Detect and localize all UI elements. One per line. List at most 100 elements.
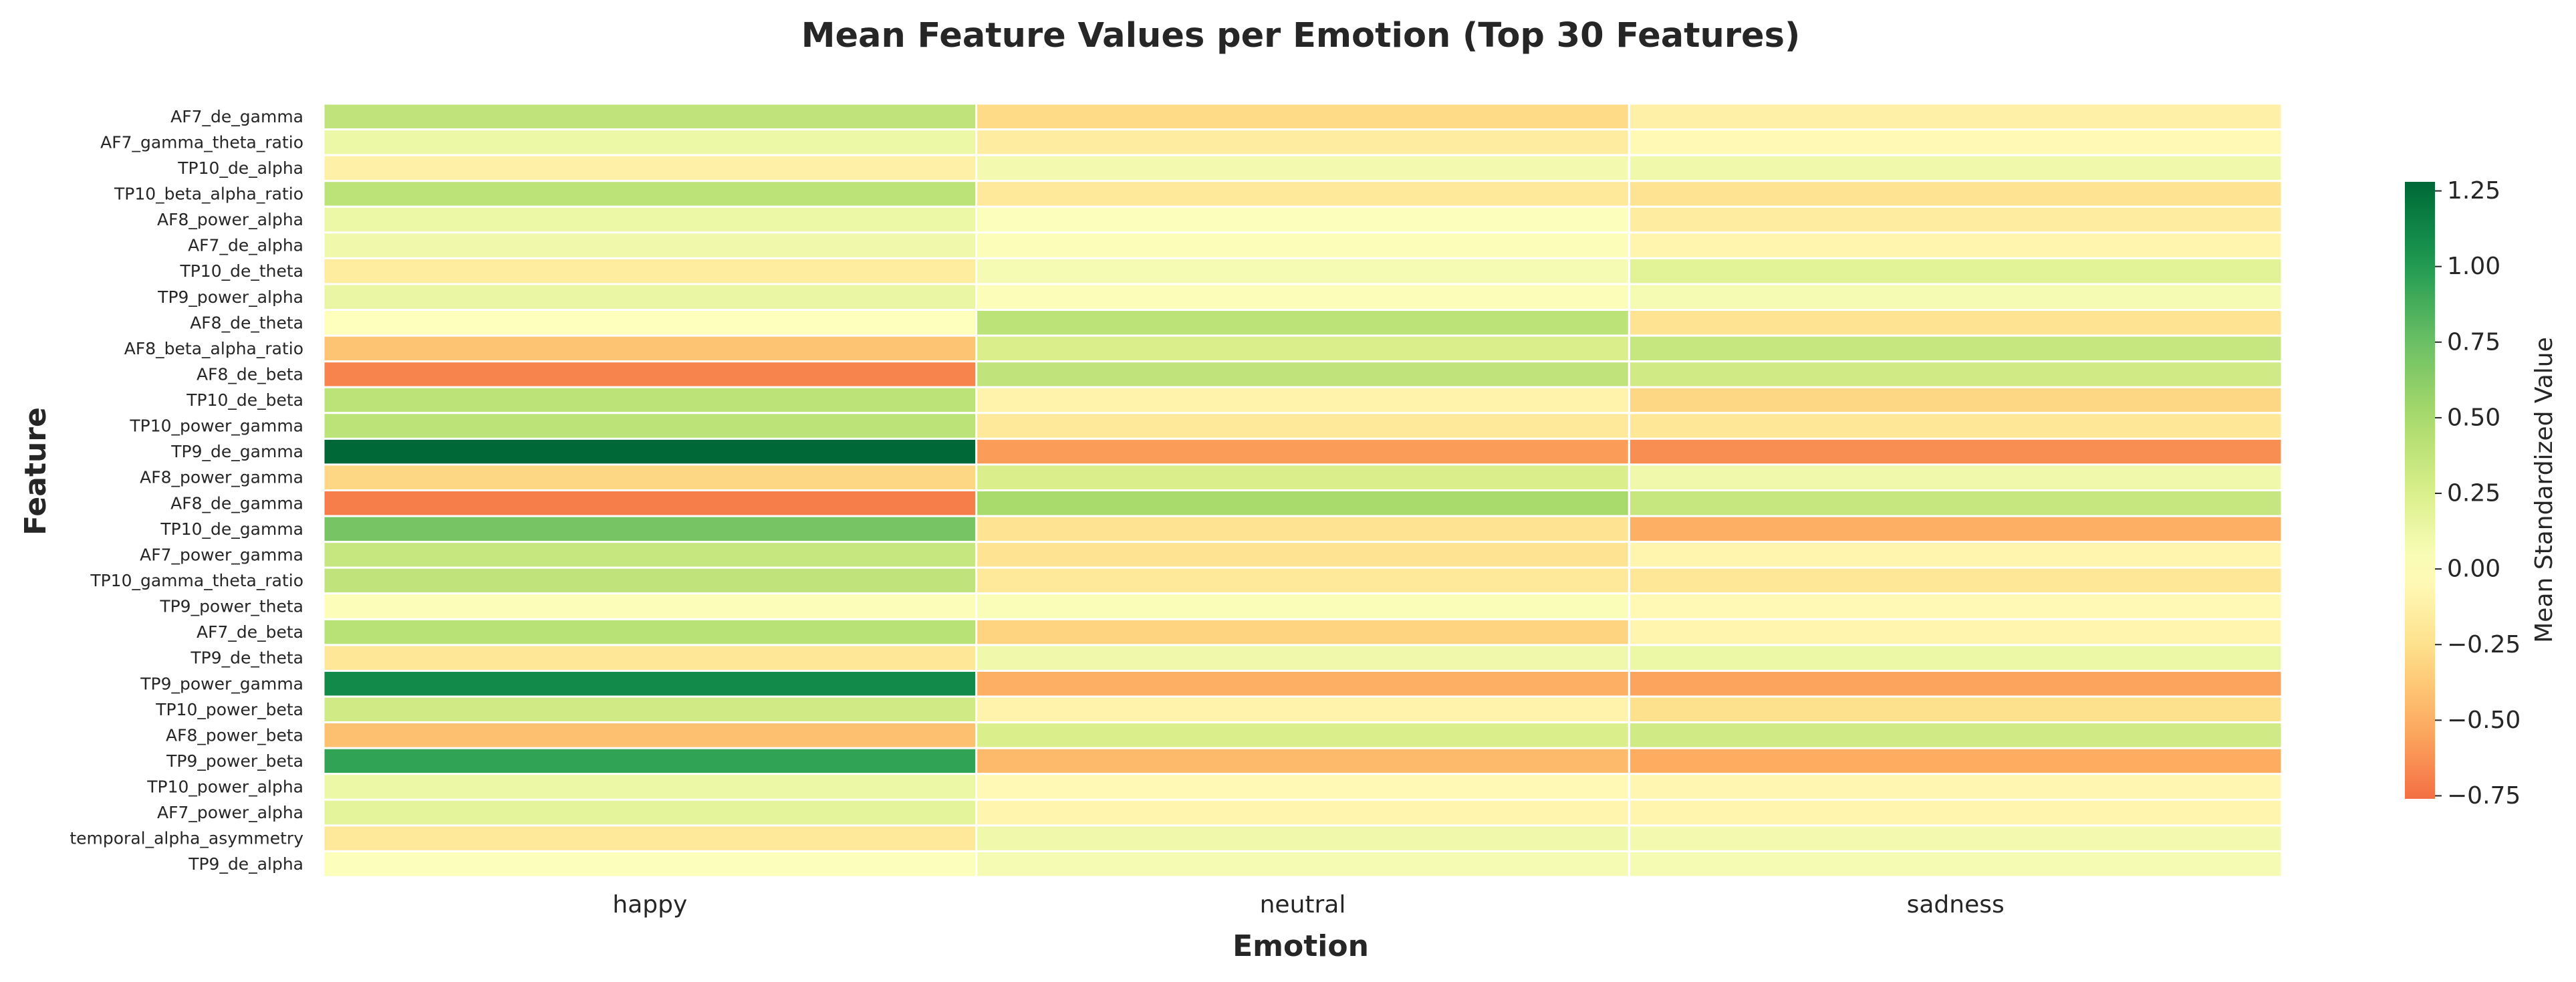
heatmap-cell [975,798,1630,827]
heatmap-cell [975,463,1630,492]
heatmap-cell [975,669,1630,698]
heatmap-cell [975,618,1630,646]
colorbar: 1.25 1.00 0.75 0.50 0.25 0.00 −0.25 −0.50 −0.75 [2405,177,2521,810]
heatmap-cell [322,257,978,285]
colorbar-scale [2405,182,2435,799]
heatmap-cell [975,128,1630,156]
heatmap-cell [1628,850,2283,878]
heatmap-cell [322,102,978,131]
heatmap-cell [322,205,978,234]
x-axis-label: Emotion [1233,929,1369,963]
heatmap-cell [1628,695,2283,724]
heatmap-cell [975,437,1630,466]
heatmap-cell [1628,386,2283,414]
heatmap-cell [1628,566,2283,595]
heatmap-cell [322,644,978,672]
colorbar-tick-label: 0.00 [2447,556,2500,583]
y-tick-label: AF8_beta_alpha_ratio [124,339,303,358]
heatmap-cell [1628,128,2283,156]
heatmap-cell [322,412,978,440]
y-tick-label: TP9_power_beta [166,751,303,771]
heatmap-cell [975,180,1630,208]
heatmap-cell [1628,515,2283,543]
heatmap-cell [1628,360,2283,388]
x-tick-label: sadness [1907,891,2005,918]
heatmap-cell [1628,154,2283,182]
colorbar-tick-label: 0.25 [2447,480,2500,507]
heatmap-cell [975,592,1630,620]
heatmap-cell [322,128,978,156]
heatmap-cell [322,437,978,466]
heatmap-cell [322,824,978,852]
heatmap-cell [975,283,1630,312]
y-tick-label: AF8_de_gamma [170,493,303,513]
heatmap-cell [322,180,978,208]
heatmap-cell [322,489,978,517]
heatmap-cell [1628,669,2283,698]
y-tick-label: TP10_power_alpha [146,777,303,797]
heatmap-cell [322,669,978,698]
colorbar-tick-label: 0.50 [2447,404,2500,431]
heatmap-cell [1628,180,2283,208]
heatmap-cell [322,541,978,569]
heatmap-cell [322,721,978,749]
heatmap-cell [975,231,1630,259]
y-tick-label: TP10_power_gamma [129,416,303,436]
heatmap-cell [975,205,1630,234]
y-tick-label: AF7_power_alpha [157,803,303,822]
colorbar-tick-label: −0.75 [2447,782,2521,810]
colorbar-tick-label: 0.75 [2447,328,2500,356]
heatmap-cell [1628,798,2283,827]
heatmap-cell [322,231,978,259]
colorbar-tick-label: −0.25 [2447,631,2521,658]
heatmap-cell [1628,412,2283,440]
heatmap-cell [975,334,1630,363]
heatmap-cell [975,695,1630,724]
heatmap-cell [975,773,1630,801]
heatmap-cell [975,541,1630,569]
heatmap-cell [975,102,1630,131]
y-tick-label: TP10_beta_alpha_ratio [114,184,303,203]
heatmap-cell [322,747,978,775]
x-tick-labels: happy neutral sadness [612,891,2004,918]
heatmap-cell [322,334,978,363]
heatmap-cell [1628,747,2283,775]
y-tick-label: TP10_gamma_theta_ratio [90,571,303,590]
heatmap-cell [975,850,1630,878]
y-tick-label: AF8_power_beta [166,725,303,745]
heatmap-cell [1628,721,2283,749]
heatmap-cell [322,850,978,878]
heatmap-cell [975,489,1630,517]
heatmap-cell [322,360,978,388]
heatmap-cell [975,515,1630,543]
y-tick-label: temporal_alpha_asymmetry [70,829,303,848]
colorbar-label: Mean Standardized Value [2531,337,2558,643]
heatmap-cell [322,154,978,182]
y-tick-label: AF8_power_alpha [157,210,303,229]
heatmap-cell [322,592,978,620]
y-tick-label: AF8_de_theta [190,313,303,332]
heatmap-cell [322,798,978,827]
heatmap-cell [1628,334,2283,363]
heatmap-cell [1628,257,2283,285]
y-tick-label: TP9_power_gamma [140,674,303,693]
y-tick-label: TP9_de_alpha [188,854,303,874]
heatmap-cell [322,773,978,801]
heatmap-cell [1628,283,2283,312]
chart-title: Mean Feature Values per Emotion (Top 30 … [801,16,1801,55]
heatmap-cell [1628,489,2283,517]
x-tick-label: happy [612,891,687,918]
heatmap-cell [1628,309,2283,337]
heatmap-cell [975,309,1630,337]
colorbar-tick-label: 1.25 [2447,177,2500,205]
y-tick-label: AF7_power_gamma [140,545,303,564]
heatmap-cell [1628,618,2283,646]
heatmap-cell [1628,102,2283,131]
y-tick-label: TP9_power_alpha [157,287,303,307]
heatmap-cell [1628,437,2283,466]
heatmap-cell [322,463,978,492]
y-tick-label: TP9_de_theta [190,648,303,668]
y-tick-label: TP10_de_alpha [177,158,303,178]
heatmap-cell [1628,205,2283,234]
